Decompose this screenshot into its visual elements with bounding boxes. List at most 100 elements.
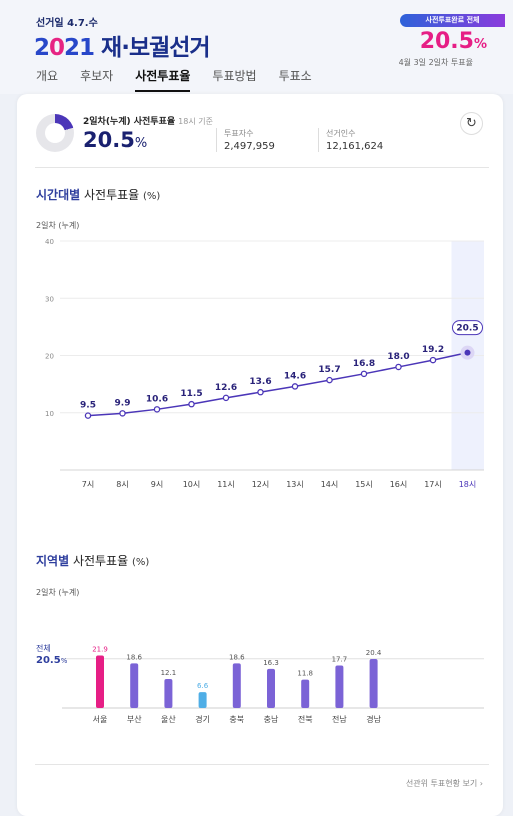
region-section-title: 지역별 사전투표율 (%) — [36, 554, 150, 568]
tab-early-turnout[interactable]: 사전투표율 — [135, 67, 191, 92]
data-point — [326, 376, 333, 384]
bar — [232, 663, 241, 708]
data-label: 10.6 — [146, 394, 168, 404]
y-tick-label: 20 — [45, 353, 54, 361]
x-tick-label: 7시 — [82, 480, 94, 489]
x-tick-label: 13시 — [286, 480, 304, 489]
data-point — [257, 388, 264, 396]
data-point — [360, 370, 368, 378]
tab-voting-method[interactable]: 투표방법 — [212, 69, 257, 83]
time-section-title: 시간대별 사전투표율 (%) — [36, 188, 161, 202]
data-label: 20.4 — [366, 649, 382, 657]
electorate-value: 12,161,624 — [326, 141, 384, 152]
x-tick-label: 충남 — [264, 715, 279, 724]
x-tick-label: 10시 — [183, 480, 201, 489]
region-section-subtitle: 2일차 (누계) — [36, 588, 80, 597]
data-label: 18.0 — [387, 352, 409, 362]
tab-polling-places[interactable]: 투표소 — [278, 69, 312, 83]
x-tick-label: 16시 — [390, 480, 408, 489]
tab-candidates[interactable]: 후보자 — [80, 69, 114, 83]
bar — [369, 659, 378, 708]
refresh-icon: ↻ — [466, 116, 477, 131]
election-logo[interactable]: 2021 재·보궐선거 — [34, 35, 211, 61]
summary-value: 20.5% — [83, 128, 148, 152]
voters-stat: 투표자수 2,497,959 — [216, 128, 275, 152]
x-tick-label: 경남 — [366, 714, 381, 724]
refresh-button[interactable]: ↻ — [460, 112, 483, 135]
data-point — [395, 363, 402, 371]
data-label: 16.8 — [353, 359, 375, 369]
region-total-label: 전체 — [36, 643, 51, 653]
time-section-subtitle: 2일차 (누계) — [36, 221, 80, 230]
x-tick-label: 경기 — [195, 714, 210, 724]
turnout-donut — [36, 114, 74, 152]
data-label: 13.6 — [249, 377, 271, 387]
electorate-label: 선거인수 — [326, 129, 356, 138]
data-label: 9.5 — [80, 401, 96, 411]
turnout-badge: 사전투표완료 전체 — [400, 14, 505, 27]
y-tick-label: 30 — [45, 295, 54, 303]
data-point — [222, 394, 230, 402]
data-label: 11.8 — [297, 670, 313, 678]
data-label: 19.2 — [422, 345, 444, 355]
bar — [267, 668, 275, 708]
x-tick-label: 15시 — [355, 480, 373, 489]
region-total-value: 20.5% — [36, 655, 68, 666]
series-line — [87, 351, 468, 417]
overall-turnout-caption: 4월 3일 2일차 투표율 — [398, 58, 473, 67]
data-label: 12.1 — [161, 669, 177, 677]
data-point — [464, 349, 471, 356]
x-tick-label: 울산 — [161, 714, 176, 724]
electorate-stat: 선거인수 12,161,624 — [318, 128, 383, 152]
data-point — [84, 412, 92, 419]
x-tick-label: 서울 — [93, 715, 108, 724]
data-label: 18.6 — [229, 653, 245, 661]
bar — [335, 665, 344, 708]
x-tick-label: 17시 — [424, 480, 442, 489]
data-point — [291, 383, 299, 390]
data-label: 17.7 — [332, 656, 348, 664]
data-label: 12.6 — [215, 383, 237, 393]
voters-label: 투표자수 — [224, 129, 254, 138]
data-label: 15.7 — [318, 365, 340, 375]
divider — [35, 167, 489, 168]
data-label: 9.9 — [115, 398, 131, 408]
x-tick-label: 12시 — [252, 480, 270, 489]
data-label: 21.9 — [92, 645, 108, 653]
data-label: 18.6 — [126, 653, 142, 661]
summary-label: 2일차(누계) 사전투표율 18시 기준 — [83, 117, 213, 127]
data-label: 6.6 — [197, 682, 209, 690]
x-tick-label: 부산 — [127, 714, 142, 724]
x-tick-label: 18시 — [459, 480, 477, 489]
data-point — [188, 400, 195, 408]
x-tick-label: 충북 — [229, 715, 244, 724]
x-tick-label: 전남 — [332, 714, 347, 724]
bar — [301, 679, 310, 708]
value-callout — [452, 320, 483, 336]
overall-turnout: 20.5% — [419, 29, 487, 54]
divider — [35, 764, 489, 765]
data-point — [153, 406, 161, 413]
header: 선거일 4.7.수 2021 재·보궐선거 사전투표완료 전체 20.5% 4월… — [0, 0, 513, 94]
bar — [164, 678, 173, 708]
x-tick-label: 14시 — [321, 480, 339, 489]
y-tick-label: 40 — [45, 238, 54, 246]
data-point — [429, 356, 437, 364]
bar — [96, 655, 104, 708]
tab-bar: 개요 후보자 사전투표율 투표방법 투표소 — [36, 67, 334, 92]
x-tick-label: 11시 — [217, 480, 235, 489]
x-tick-label: 9시 — [151, 480, 163, 489]
data-label: 16.3 — [263, 659, 279, 667]
election-date: 선거일 4.7.수 — [36, 18, 98, 29]
bar — [198, 692, 207, 708]
data-point — [119, 410, 126, 417]
data-label: 20.5 — [456, 324, 478, 334]
data-label: 11.5 — [180, 389, 202, 399]
voters-value: 2,497,959 — [224, 141, 275, 152]
x-tick-label: 전북 — [298, 714, 313, 724]
tab-overview[interactable]: 개요 — [36, 69, 59, 83]
more-link[interactable]: 선관위 투표현황 보기 › — [405, 779, 483, 788]
y-tick-label: 10 — [45, 410, 54, 418]
data-label: 14.6 — [284, 371, 306, 381]
